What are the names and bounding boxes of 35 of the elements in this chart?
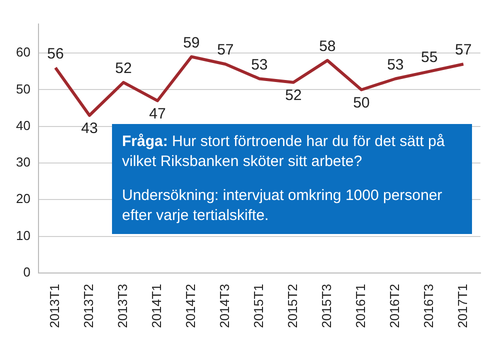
y-tick-label: 50 [16,81,30,96]
x-tick-label: 2014T3 [217,284,232,328]
x-tick-label: 2014T1 [149,284,164,328]
x-tick-label: 2016T2 [386,284,402,328]
y-tick-label: 60 [16,44,30,60]
x-tick-label: 2016T1 [352,284,368,328]
x-tick-label: 2015T1 [251,284,266,328]
x-tick-label: 2015T2 [285,284,300,328]
annotation: Fråga: Hur stort förtroende har du för det sätt på vilket Riksbanken sköter sitt arbete? [122,133,445,170]
data-label: 53 [387,56,404,74]
data-label: 52 [285,87,302,104]
x-tick-label: 2013T2 [81,284,96,328]
data-label: 57 [217,42,234,59]
y-tick-label: 30 [16,154,30,170]
x-tick-label: 2014T2 [183,284,198,328]
data-label: 50 [353,94,370,112]
data-label: 58 [319,38,336,56]
y-tick-label: 0 [23,264,30,280]
data-label: 47 [149,105,166,122]
annotation: Undersökning: intervjuat omkring 1000 personer efter varje tertialskifte. [122,187,442,224]
x-tick-label: 2013T1 [47,284,62,328]
data-label: 52 [115,60,132,78]
data-label: 55 [421,49,438,66]
x-tick-label: 2016T3 [420,284,436,328]
y-tick-label: 10 [16,228,30,243]
y-tick-label: 20 [16,191,30,206]
x-tick-label: 2017T1 [454,284,470,328]
x-tick-label: 2013T3 [115,284,130,328]
x-tick-label: 2015T3 [318,284,334,328]
data-label: 43 [81,120,98,138]
data-label: 57 [455,42,472,59]
y-tick-label: 40 [16,118,30,133]
data-label: 56 [47,45,64,62]
data-label: 53 [251,56,268,74]
data-label: 59 [183,34,200,52]
